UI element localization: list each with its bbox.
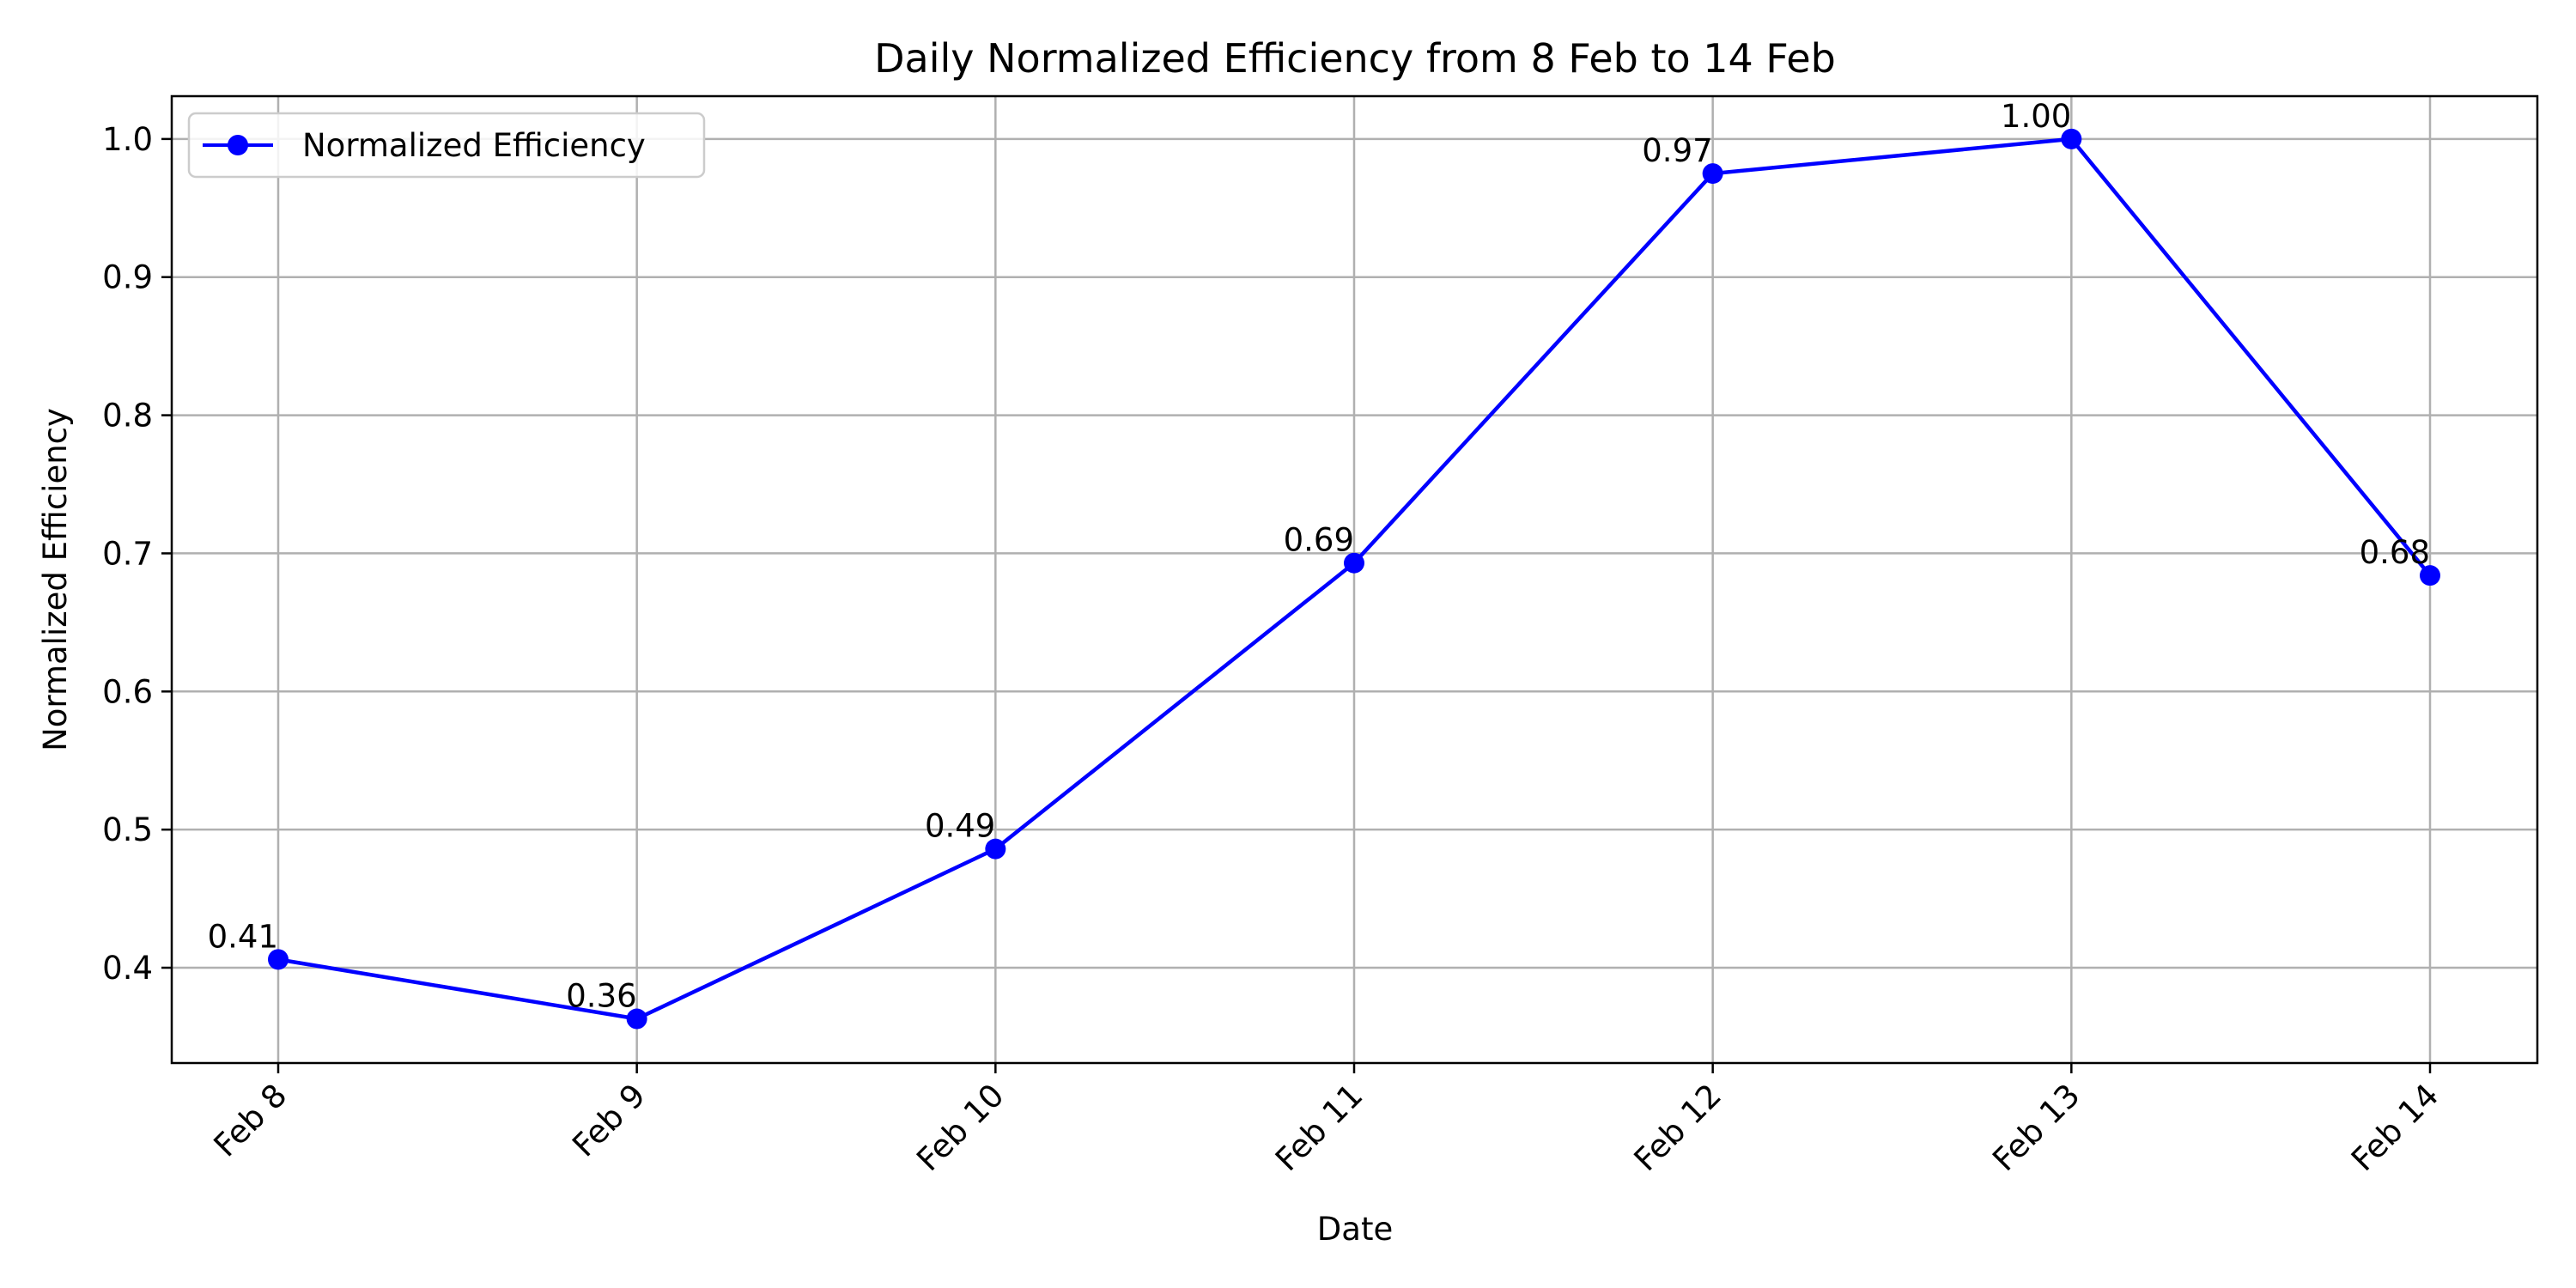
- legend-entry-label: Normalized Efficiency: [302, 127, 646, 164]
- y-tick-label: 0.6: [102, 673, 153, 710]
- data-label: 0.41: [208, 918, 278, 955]
- legend: Normalized Efficiency: [187, 112, 706, 179]
- y-tick-label: 0.7: [102, 535, 153, 572]
- y-tick-label: 1.0: [102, 121, 153, 158]
- data-point: [2061, 128, 2082, 149]
- data-label: 0.69: [1284, 522, 1354, 559]
- y-tick-label: 0.5: [102, 811, 153, 848]
- data-label: 0.97: [1642, 132, 1712, 169]
- y-axis-label: Normalized Efficiency: [37, 408, 74, 751]
- data-label: 1.00: [2001, 98, 2071, 135]
- data-point: [1702, 163, 1723, 185]
- data-point: [268, 949, 289, 970]
- series-line-group: [268, 128, 2440, 1030]
- chart-title: Daily Normalized Efficiency from 8 Feb t…: [874, 35, 1836, 82]
- y-tick-label: 0.4: [102, 950, 153, 987]
- data-point: [985, 838, 1006, 860]
- x-axis-label: Date: [1317, 1211, 1393, 1248]
- data-label: 0.36: [566, 978, 636, 1015]
- legend-box: [187, 112, 706, 179]
- data-label: 0.49: [925, 808, 995, 845]
- data-point: [2420, 565, 2440, 586]
- legend-marker-swatch: [228, 135, 248, 155]
- data-label: 0.68: [2360, 534, 2430, 571]
- data-labels: 0.41 0.36 0.49 0.69 0.97 1.00 0.68: [208, 98, 2430, 1015]
- y-tick-label: 0.9: [102, 259, 153, 296]
- data-point: [1344, 552, 1364, 574]
- data-point: [626, 1008, 647, 1030]
- y-tick-label: 0.8: [102, 398, 153, 434]
